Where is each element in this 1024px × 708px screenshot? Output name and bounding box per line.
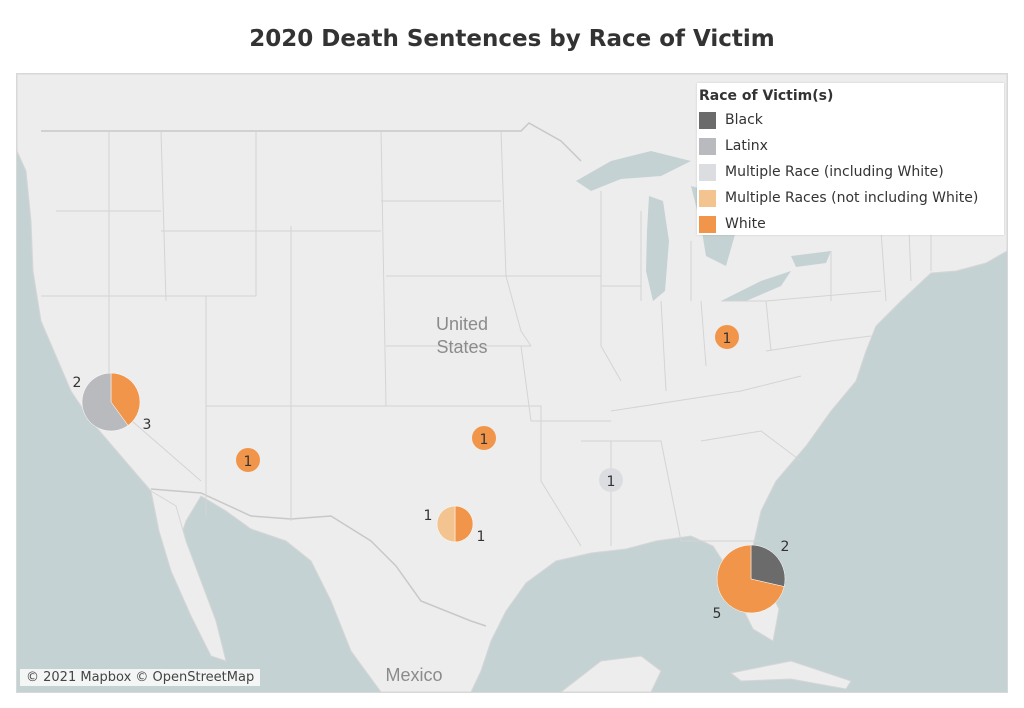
pie-slice-florida-white[interactable] [716, 544, 785, 614]
cuba [729, 660, 852, 690]
label-oklahoma: 1 [480, 432, 489, 448]
pie-mississippi[interactable] [599, 468, 623, 492]
legend-swatch-white [699, 215, 716, 233]
pie-florida[interactable] [716, 544, 786, 614]
legend-swatch-latinx [699, 137, 716, 155]
pie-ohio[interactable] [715, 325, 739, 349]
pie-slice-oklahoma-white[interactable] [472, 426, 496, 450]
map-attribution[interactable]: © 2021 Mapbox © OpenStreetMap [20, 669, 261, 686]
country-label-mexico: Mexico [385, 665, 442, 685]
legend-label-multiple-including-white: Multiple Race (including White) [725, 164, 944, 180]
pie-slice-texas-multiple-races-not-including-white-[interactable] [436, 505, 456, 543]
pie-slice-ohio-white[interactable] [715, 325, 739, 349]
label-arizona: 1 [244, 454, 253, 470]
state-lines [41, 130, 932, 547]
pie-slice-texas-white[interactable] [454, 505, 474, 543]
legend-swatch-black [699, 111, 716, 129]
lake-ontario [791, 251, 831, 267]
legend-item-multiple-not-including-white[interactable]: Multiple Races (not including White) [699, 185, 1004, 211]
baja-peninsula [150, 489, 227, 662]
label-california-latinx: 3 [143, 417, 152, 433]
pie-slice-arizona-white[interactable] [236, 448, 260, 472]
pie-texas[interactable] [436, 505, 474, 543]
label-florida-black: 2 [781, 539, 790, 555]
legend-item-latinx[interactable]: Latinx [699, 133, 1004, 159]
country-label-us-line1: United [436, 314, 488, 334]
legend-label-white: White [725, 216, 766, 232]
legend-label-black: Black [725, 112, 763, 128]
pie-california[interactable] [81, 372, 141, 432]
label-california-white: 2 [73, 375, 82, 391]
pie-slice-florida-black[interactable] [750, 544, 786, 587]
yucatan [560, 655, 662, 692]
legend-swatch-multiple-including-white [699, 163, 716, 181]
lake-superior [576, 151, 691, 191]
chart-title: 2020 Death Sentences by Race of Victim [249, 26, 775, 52]
label-florida-white: 5 [713, 606, 722, 622]
mexico-border [150, 488, 487, 627]
pie-slice-california-white[interactable] [110, 372, 141, 426]
label-ohio: 1 [723, 331, 732, 347]
lake-erie [721, 271, 791, 301]
label-texas-multiple: 1 [477, 529, 486, 545]
label-texas-white: 1 [424, 508, 433, 524]
legend-swatch-multiple-not-including-white [699, 189, 716, 207]
legend-item-black[interactable]: Black [699, 107, 1004, 133]
lake-michigan [646, 196, 669, 301]
legend-label-multiple-not-including-white: Multiple Races (not including White) [725, 190, 979, 206]
pie-arizona[interactable] [236, 448, 260, 472]
pie-slice-mississippi-multiple-race-including-white-[interactable] [599, 468, 623, 492]
legend-title: Race of Victim(s) [699, 88, 834, 104]
legend-label-latinx: Latinx [725, 138, 768, 154]
pie-oklahoma[interactable] [472, 426, 496, 450]
legend-item-multiple-including-white[interactable]: Multiple Race (including White) [699, 159, 1004, 185]
country-label-us-line2: States [436, 337, 487, 357]
legend: Race of Victim(s) Black Latinx Multiple … [697, 83, 1004, 235]
pie-slice-california-latinx[interactable] [81, 372, 129, 432]
legend-item-white[interactable]: White [699, 211, 1004, 237]
label-mississippi: 1 [607, 474, 616, 490]
